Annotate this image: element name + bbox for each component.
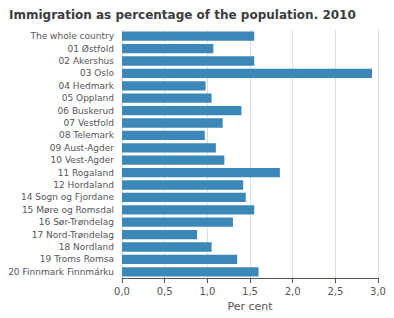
- svg-text:17 Nord-Trøndelag: 17 Nord-Trøndelag: [32, 230, 114, 240]
- svg-text:16 Sør-Trøndelag: 16 Sør-Trøndelag: [39, 217, 114, 227]
- svg-text:02 Akershus: 02 Akershus: [59, 56, 115, 66]
- svg-text:1,0: 1,0: [199, 286, 215, 297]
- svg-text:12 Hordaland: 12 Hordaland: [53, 180, 114, 190]
- svg-text:Immigration as percentage of t: Immigration as percentage of the populat…: [9, 8, 356, 22]
- svg-text:10 Vest-Agder: 10 Vest-Agder: [51, 155, 115, 165]
- svg-text:2,5: 2,5: [327, 286, 343, 297]
- svg-text:08 Telemark: 08 Telemark: [59, 130, 115, 140]
- svg-text:3,0: 3,0: [370, 286, 386, 297]
- svg-text:01 Østfold: 01 Østfold: [67, 44, 114, 54]
- svg-text:20 Finnmark Finnmárku: 20 Finnmark Finnmárku: [8, 267, 114, 277]
- svg-text:04 Hedmark: 04 Hedmark: [58, 81, 114, 91]
- svg-text:18 Nordland: 18 Nordland: [59, 242, 114, 252]
- svg-text:1,5: 1,5: [242, 286, 258, 297]
- svg-text:14 Sogn og Fjordane: 14 Sogn og Fjordane: [21, 192, 115, 202]
- svg-text:15 Møre og Romsdal: 15 Møre og Romsdal: [22, 205, 114, 215]
- svg-text:05 Oppland: 05 Oppland: [62, 93, 114, 103]
- svg-text:06 Buskerud: 06 Buskerud: [58, 106, 114, 116]
- svg-text:0,5: 0,5: [157, 286, 173, 297]
- svg-text:2,0: 2,0: [285, 286, 301, 297]
- svg-text:0,0: 0,0: [114, 286, 130, 297]
- svg-text:09 Aust-Agder: 09 Aust-Agder: [50, 143, 115, 153]
- svg-text:19 Troms Romsa: 19 Troms Romsa: [40, 254, 114, 264]
- svg-text:03 Oslo: 03 Oslo: [80, 68, 115, 78]
- svg-text:11 Rogaland: 11 Rogaland: [58, 168, 114, 178]
- svg-text:07 Vestfold: 07 Vestfold: [64, 118, 114, 128]
- svg-text:The whole country: The whole country: [30, 31, 115, 41]
- svg-text:Per cent: Per cent: [227, 300, 273, 313]
